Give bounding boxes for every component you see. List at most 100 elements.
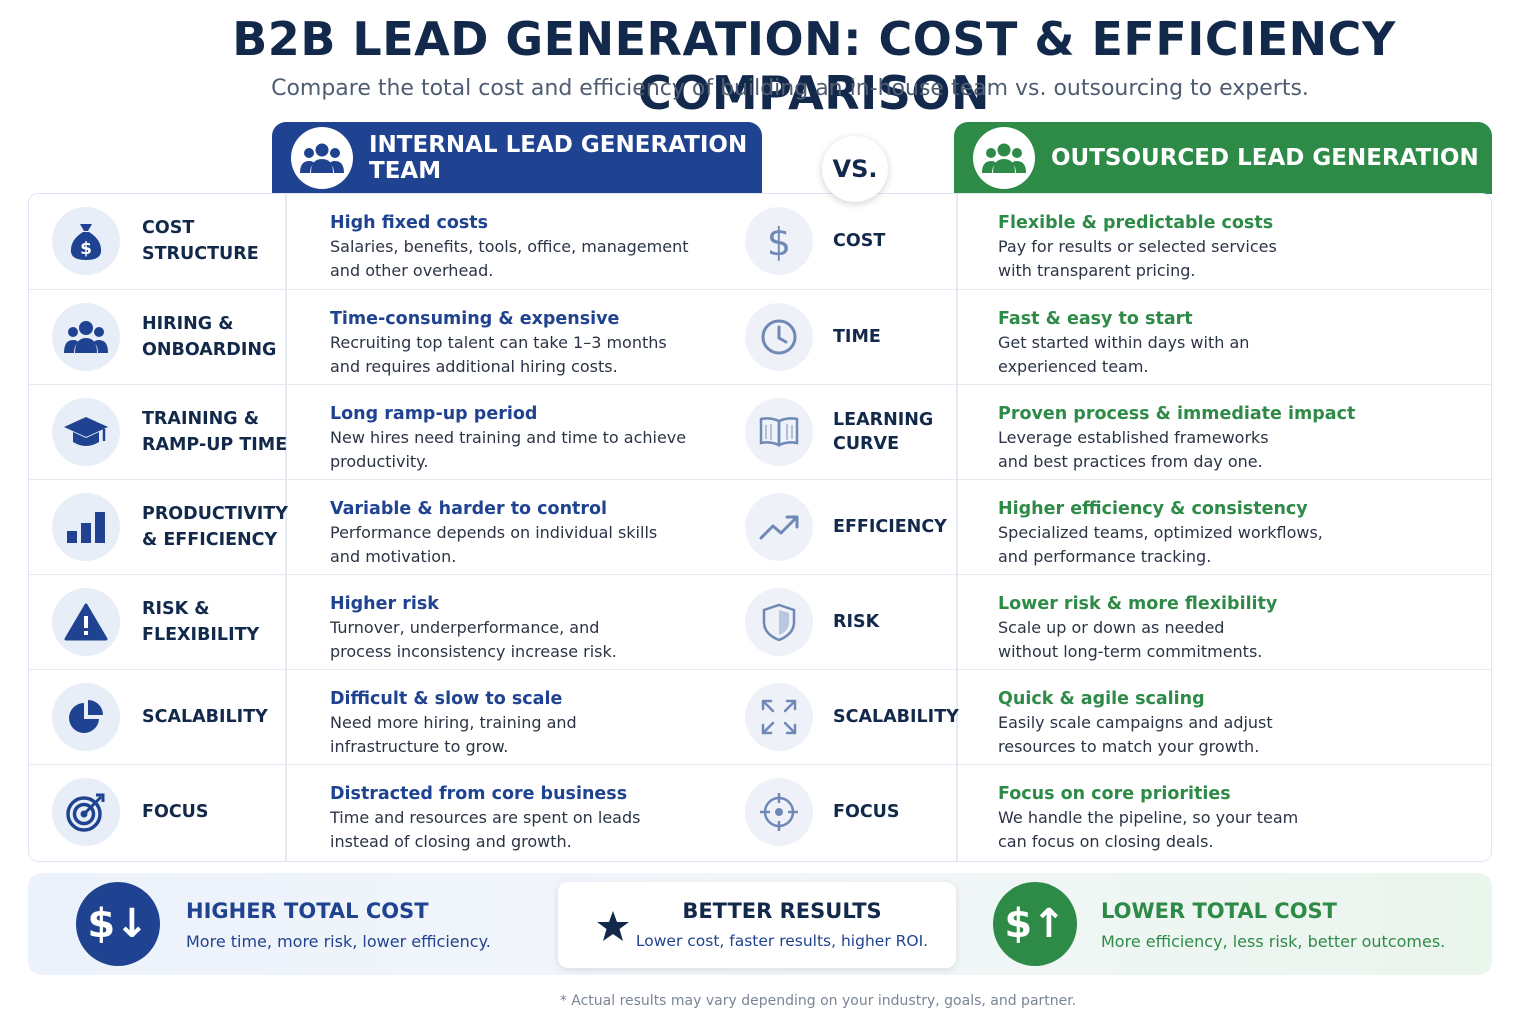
lower-cost-title: LOWER TOTAL COST <box>1101 899 1338 923</box>
outsourced-cell-text: Scale up or down as needed without long-t… <box>998 618 1263 661</box>
team-icon <box>973 127 1035 189</box>
category-label: COST STRUCTURE <box>142 218 259 264</box>
trend-up-icon <box>745 493 813 561</box>
internal-cell-title: Long ramp-up period <box>330 404 538 424</box>
category-label: PRODUCTIVITY & EFFICIENCY <box>142 504 288 550</box>
dollar-down-icon: $↓ <box>76 882 160 966</box>
crosshair-icon <box>745 778 813 846</box>
dollar-icon: $ <box>745 207 813 275</box>
target-icon <box>52 778 120 846</box>
outsourced-cell-text: Leverage established frameworks and best … <box>998 428 1269 471</box>
table-row: FOCUS Distracted from core business Time… <box>29 764 1491 858</box>
category-label: TRAINING & RAMP-UP TIME <box>142 409 288 455</box>
vs-badge: VS. <box>822 136 888 202</box>
internal-cell: Time-consuming & expensive Recruiting to… <box>330 307 730 379</box>
star-icon <box>596 910 630 946</box>
internal-column-header: INTERNAL LEAD GENERATION TEAM <box>272 122 762 194</box>
outsourced-column-header: OUTSOURCED LEAD GENERATION <box>954 122 1492 194</box>
better-results-title: BETTER RESULTS <box>682 899 882 923</box>
dollar-up-icon: $↑ <box>993 882 1077 966</box>
internal-cell-text: Time and resources are spent on leads ins… <box>330 808 641 851</box>
warning-icon <box>52 588 120 656</box>
internal-cell-text: Salaries, benefits, tools, office, manag… <box>330 237 689 280</box>
outsourced-cell-title: Proven process & immediate impact <box>998 404 1356 424</box>
better-results-text: Lower cost, faster results, higher ROI. <box>635 932 929 950</box>
higher-cost-title: HIGHER TOTAL COST <box>186 899 429 923</box>
page-subtitle: Compare the total cost and efficiency of… <box>271 76 1309 101</box>
outsourced-cell: Lower risk & more flexibility Scale up o… <box>998 592 1398 664</box>
outsourced-cell: Focus on core priorities We handle the p… <box>998 782 1398 854</box>
outsourced-cell-title: Higher efficiency & consistency <box>998 499 1308 519</box>
internal-cell-text: Recruiting top talent can take 1–3 month… <box>330 333 667 376</box>
internal-cell-title: Higher risk <box>330 594 439 614</box>
outsourced-category-label: TIME <box>833 327 881 347</box>
column-divider <box>285 194 287 861</box>
pie-chart-icon <box>52 683 120 751</box>
column-divider <box>956 194 958 861</box>
outsourced-cell-title: Focus on core priorities <box>998 784 1231 804</box>
internal-cell: High fixed costs Salaries, benefits, too… <box>330 211 730 283</box>
outsourced-cell-title: Fast & easy to start <box>998 309 1193 329</box>
internal-cell: Distracted from core business Time and r… <box>330 782 730 854</box>
bar-chart-icon <box>52 493 120 561</box>
outsourced-cell-text: Specialized teams, optimized workflows, a… <box>998 523 1323 566</box>
outsourced-cell-text: Easily scale campaigns and adjust resourc… <box>998 713 1273 756</box>
outsourced-cell-title: Quick & agile scaling <box>998 689 1205 709</box>
outsourced-cell-title: Lower risk & more flexibility <box>998 594 1278 614</box>
higher-cost-text: More time, more risk, lower efficiency. <box>186 932 491 951</box>
internal-column-label: INTERNAL LEAD GENERATION TEAM <box>369 132 748 184</box>
internal-cell-text: Turnover, underperformance, and process i… <box>330 618 617 661</box>
outsourced-cell-text: We handle the pipeline, so your team can … <box>998 808 1299 851</box>
outsourced-category-label: FOCUS <box>833 802 900 822</box>
outsourced-category-label: RISK <box>833 612 880 632</box>
svg-text:$: $ <box>80 239 92 259</box>
table-row: RISK & FLEXIBILITY Higher risk Turnover, … <box>29 574 1491 668</box>
outsourced-column-label: OUTSOURCED LEAD GENERATION <box>1051 145 1479 171</box>
comparison-table: $ COST STRUCTURE High fixed costs Salarie… <box>28 193 1492 862</box>
outsourced-category-label: EFFICIENCY <box>833 517 947 537</box>
internal-cell-title: Difficult & slow to scale <box>330 689 563 709</box>
page-title: B2B LEAD GENERATION: COST & EFFICIENCY C… <box>232 12 1396 120</box>
outsourced-cell-text: Pay for results or selected services with… <box>998 237 1277 280</box>
outsourced-cell: Fast & easy to start Get started within … <box>998 307 1398 379</box>
internal-cell: Variable & harder to control Performance… <box>330 497 730 569</box>
outsourced-cell: Quick & agile scaling Easily scale campa… <box>998 687 1398 759</box>
table-row: $ COST STRUCTURE High fixed costs Salarie… <box>29 194 1491 288</box>
people-icon <box>52 303 120 371</box>
svg-text:$: $ <box>767 220 791 263</box>
table-row: SCALABILITY Difficult & slow to scale Ne… <box>29 669 1491 763</box>
better-results-card: BETTER RESULTS Lower cost, faster result… <box>558 882 956 968</box>
outsourced-cell: Higher efficiency & consistency Speciali… <box>998 497 1398 569</box>
outsourced-category-label: COST <box>833 231 886 251</box>
table-row: TRAINING & RAMP-UP TIME Long ramp-up peri… <box>29 384 1491 478</box>
shield-icon <box>745 588 813 656</box>
book-icon <box>745 398 813 466</box>
outsourced-cell: Proven process & immediate impact Levera… <box>998 402 1398 474</box>
outsourced-category-label: LEARNING CURVE <box>833 410 934 454</box>
internal-cell-text: Need more hiring, training and infrastruc… <box>330 713 577 756</box>
internal-cell-text: New hires need training and time to achi… <box>330 428 687 471</box>
team-icon <box>291 127 353 189</box>
internal-cell-title: Time-consuming & expensive <box>330 309 620 329</box>
expand-icon <box>745 683 813 751</box>
money-bag-icon: $ <box>52 207 120 275</box>
category-label: FOCUS <box>142 802 209 822</box>
internal-cell-title: Distracted from core business <box>330 784 628 804</box>
outsourced-cell-title: Flexible & predictable costs <box>998 213 1274 233</box>
internal-cell-text: Performance depends on individual skills… <box>330 523 658 566</box>
outsourced-cell-text: Get started within days with an experienc… <box>998 333 1250 376</box>
category-label: HIRING & ONBOARDING <box>142 314 277 360</box>
graduation-cap-icon <box>52 398 120 466</box>
clock-icon <box>745 303 813 371</box>
internal-cell-title: Variable & harder to control <box>330 499 608 519</box>
lower-cost-text: More efficiency, less risk, better outco… <box>1101 932 1446 951</box>
table-row: HIRING & ONBOARDING Time-consuming & expe… <box>29 289 1491 383</box>
internal-cell: Long ramp-up period New hires need train… <box>330 402 730 474</box>
outsourced-cell: Flexible & predictable costs Pay for res… <box>998 211 1398 283</box>
footnote: * Actual results may vary depending on y… <box>559 993 1077 1009</box>
outsourced-category-label: SCALABILITY <box>833 707 959 727</box>
internal-cell-title: High fixed costs <box>330 213 489 233</box>
internal-cell: Higher risk Turnover, underperformance, … <box>330 592 730 664</box>
category-label: SCALABILITY <box>142 707 268 727</box>
summary-bar: $↓ HIGHER TOTAL COST More time, more ris… <box>28 873 1492 975</box>
